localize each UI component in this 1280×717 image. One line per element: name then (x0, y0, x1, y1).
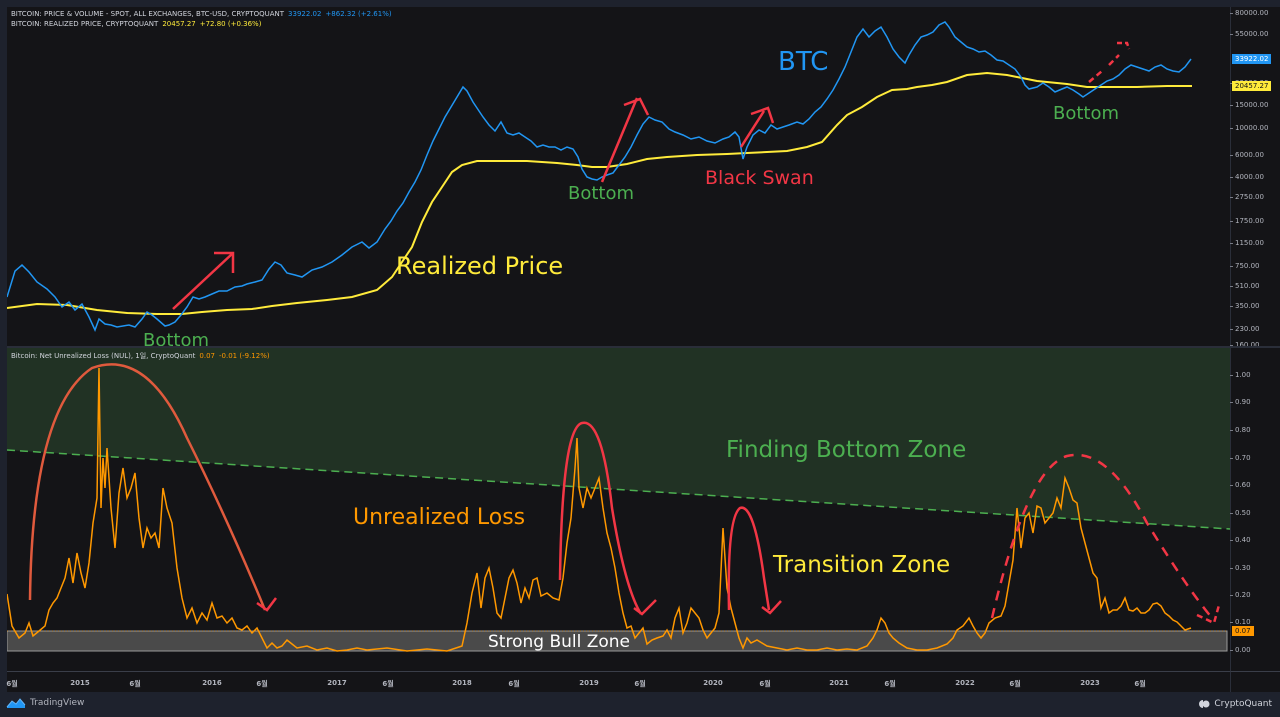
btc-price-line (7, 21, 1192, 332)
x-tick: 6월 (759, 680, 771, 688)
y-tick: 0.10 (1230, 618, 1251, 626)
transition-zone-label: Transition Zone (773, 552, 951, 578)
y-tick: 2750.00 (1230, 193, 1264, 201)
x-tick: 6월 (634, 680, 646, 688)
x-tick: 2022 (955, 679, 975, 687)
y-tick: 0.50 (1230, 509, 1251, 517)
y-tick: 160.00 (1230, 341, 1260, 349)
nul-y-axis[interactable]: 1.00 0.90 0.80 0.70 0.60 0.50 0.40 0.30 … (1230, 348, 1280, 671)
y-tick: 350.00 (1230, 302, 1260, 310)
btc-annotation: BTC (778, 47, 829, 77)
y-tick: 0.90 (1230, 398, 1251, 406)
black-swan-annotation: Black Swan (705, 167, 814, 189)
y-tick: 0.00 (1230, 646, 1251, 654)
btc-legend-label: BITCOIN: PRICE & VOLUME - SPOT, ALL EXCH… (11, 10, 285, 18)
realized-price-annotation: Realized Price (396, 252, 564, 280)
bottom-annotation-1: Bottom (143, 330, 210, 347)
cryptoquant-label: CryptoQuant (1214, 699, 1272, 709)
chart-container: BITCOIN: PRICE & VOLUME - SPOT, ALL EXCH… (6, 7, 1280, 692)
y-tick: 1750.00 (1230, 217, 1264, 225)
tradingview-logo-icon (6, 698, 26, 708)
x-tick: 6월 (1009, 680, 1021, 688)
tradingview-label: TradingView (30, 698, 85, 708)
y-tick: 0.60 (1230, 481, 1251, 489)
y-tick: 0.80 (1230, 426, 1251, 434)
nul-panel[interactable]: Bitcoin: Net Unrealized Loss (NUL), 1일, … (7, 348, 1230, 671)
y-tick: 80000.00 (1229, 9, 1269, 17)
x-tick: 6월 (508, 680, 520, 688)
nul-legend-label: Bitcoin: Net Unrealized Loss (NUL), 1일, … (11, 352, 196, 360)
finding-bottom-zone (7, 348, 1230, 529)
strong-bull-zone-label: Strong Bull Zone (488, 632, 631, 652)
y-tick: 0.40 (1230, 536, 1251, 544)
cryptoquant-logo-icon (1199, 700, 1210, 708)
nul-chart-svg (7, 348, 1230, 652)
bottom-annotation-2: Bottom (568, 183, 635, 204)
price-badge: 33922.02 (1232, 54, 1272, 64)
x-tick: 2016 (202, 679, 222, 687)
cryptoquant-branding[interactable]: CryptoQuant (1198, 699, 1272, 709)
arc-annotations (28, 363, 1221, 625)
unrealized-loss-label: Unrealized Loss (353, 505, 526, 530)
nul-legend-change: -0.01 (-9.12%) (219, 352, 270, 360)
realized-legend-row: BITCOIN: REALIZED PRICE, CRYPTOQUANT 2045… (11, 20, 396, 28)
price-chart-svg (7, 21, 1192, 332)
x-tick: 6월 (256, 680, 268, 688)
y-tick: 0.30 (1230, 564, 1251, 572)
y-tick: 230.00 (1230, 325, 1260, 333)
finding-bottom-zone-label: Finding Bottom Zone (726, 437, 967, 463)
y-tick: 4000.00 (1230, 173, 1264, 181)
price-y-axis[interactable]: 80000.00 55000.00 33000.00 15000.00 1000… (1229, 7, 1280, 349)
x-tick: 6월 (6, 680, 18, 688)
y-tick: 510.00 (1230, 282, 1260, 290)
nul-legend-value: 0.07 (199, 352, 216, 360)
y-tick: 15000.00 (1229, 101, 1269, 109)
price-legend: BITCOIN: PRICE & VOLUME - SPOT, ALL EXCH… (11, 10, 396, 28)
price-panel[interactable]: BITCOIN: PRICE & VOLUME - SPOT, ALL EXCH… (7, 7, 1230, 347)
x-tick: 2019 (579, 679, 599, 687)
y-tick: 0.70 (1230, 454, 1251, 462)
x-tick: 2015 (70, 679, 90, 687)
nul-value-badge: 0.07 (1232, 626, 1254, 636)
y-tick: 750.00 (1230, 262, 1260, 270)
bottom-annotation-3: Bottom (1053, 103, 1120, 124)
btc-legend-row: BITCOIN: PRICE & VOLUME - SPOT, ALL EXCH… (11, 10, 396, 18)
x-tick: 2018 (452, 679, 472, 687)
btc-legend-value: 33922.02 (288, 10, 322, 18)
x-tick: 6월 (884, 680, 896, 688)
y-tick: 1.00 (1230, 371, 1251, 379)
x-tick: 2021 (829, 679, 849, 687)
arrow-annotations (172, 41, 1131, 310)
y-tick: 6000.00 (1230, 151, 1264, 159)
realized-legend-label: BITCOIN: REALIZED PRICE, CRYPTOQUANT (11, 20, 159, 28)
y-tick: 1150.00 (1230, 239, 1264, 247)
panel-separator[interactable] (7, 346, 1280, 348)
nul-legend: Bitcoin: Net Unrealized Loss (NUL), 1일, … (11, 351, 274, 361)
nul-line (7, 367, 1192, 652)
x-tick: 6월 (1134, 680, 1146, 688)
x-tick: 6월 (382, 680, 394, 688)
x-tick: 6월 (129, 680, 141, 688)
btc-legend-change: +862.32 (+2.61%) (325, 10, 392, 18)
realized-legend-value: 20457.27 (162, 20, 196, 28)
y-tick: 55000.00 (1229, 30, 1269, 38)
tradingview-branding[interactable]: TradingView (6, 697, 84, 709)
axis-corner (1230, 671, 1280, 692)
x-tick: 2020 (703, 679, 723, 687)
realized-price-badge: 20457.27 (1232, 81, 1272, 91)
time-axis[interactable]: 6월 2015 6월 2016 6월 2017 6월 2018 6월 2019 … (6, 671, 1230, 692)
y-tick: 10000.00 (1229, 124, 1269, 132)
x-tick: 2023 (1080, 679, 1100, 687)
realized-legend-change: +72.80 (+0.36%) (199, 20, 262, 28)
y-tick: 0.20 (1230, 591, 1251, 599)
realized-price-line (7, 71, 1192, 315)
x-tick: 2017 (327, 679, 347, 687)
